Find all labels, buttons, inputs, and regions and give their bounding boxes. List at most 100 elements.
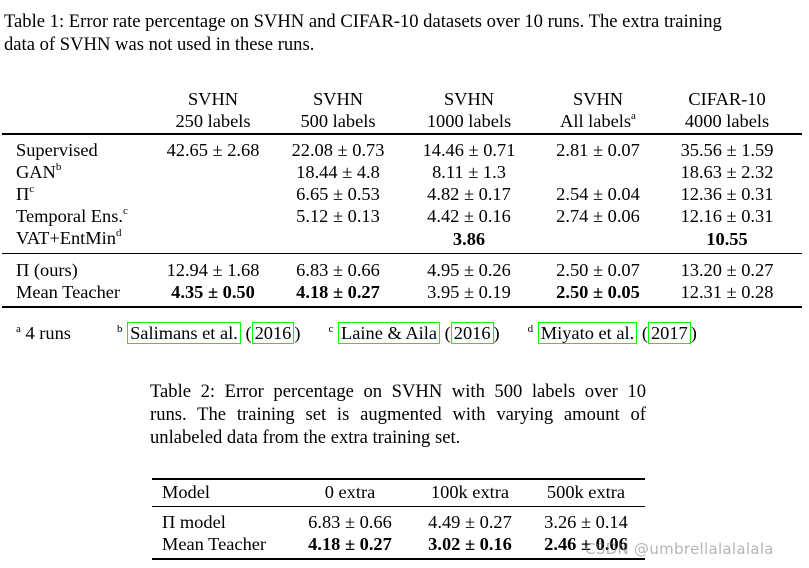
table2-header: 0 extra [324, 482, 376, 502]
table1-cell: 8.11 ± 1.3 [432, 162, 506, 182]
table1-header-dataset: SVHN [572, 89, 624, 109]
table2-caption-line: unlabeled data from the extra training s… [150, 427, 461, 448]
table1-cell-best: 3.86 [452, 229, 486, 249]
table1: SVHN 250 labels SVHN 500 labels SVHN 100… [2, 80, 802, 310]
table2-model-label: Mean Teacher [162, 534, 267, 554]
table1-cell: 42.65 ± 2.68 [166, 140, 260, 160]
footnote-mark: b [55, 161, 62, 173]
paren: ( [641, 323, 648, 343]
table1-cell-best: 2.50 ± 0.05 [556, 282, 640, 302]
footnote-mark: a [631, 110, 636, 122]
table2-header: 500k extra [546, 482, 626, 502]
table1-method-label: Supervised [16, 140, 98, 160]
footnote-mark: b [116, 323, 123, 335]
table1-header-dataset: CIFAR-10 [688, 89, 766, 109]
table1-header-labels: 500 labels [300, 111, 376, 131]
table1-cell: 4.82 ± 0.17 [427, 184, 511, 204]
table1-cell: 4.42 ± 0.16 [427, 206, 511, 226]
citation-link-miyato[interactable]: Miyato et al. [537, 322, 638, 344]
table2-bottom-rule [152, 558, 645, 560]
table1-method-label: VAT+EntMind [16, 227, 121, 249]
table1-cell-best: 10.55 [706, 229, 748, 249]
table1-cell-best: 4.35 ± 0.50 [171, 282, 255, 302]
table1-cell: 12.94 ± 1.68 [166, 260, 260, 280]
table1-cell: 13.20 ± 0.27 [680, 260, 774, 280]
table1-header-dataset: SVHN [312, 89, 364, 109]
footnote-a-text: 4 runs [25, 323, 71, 343]
table1-footnotes: a 4 runs b Salimans et al. (2016) c Laine … [16, 316, 697, 346]
citation-year-link[interactable]: 2017 [647, 322, 691, 344]
table2-model-label: Π model [162, 512, 226, 532]
table1-header-labels: 4000 labels [684, 111, 770, 131]
citation-year-link[interactable]: 2016 [251, 322, 295, 344]
footnote-mark: c [123, 205, 128, 217]
table1-cell: 18.44 ± 4.8 [296, 162, 380, 182]
table1-method-label: GANb [16, 161, 61, 183]
table1-method-text: GAN [16, 162, 56, 182]
table1-caption-line: Table 1: Error rate percentage on SVHN a… [4, 11, 722, 32]
table1-header-labels: 250 labels [175, 111, 251, 131]
table2-top-rule [152, 478, 645, 480]
citation-link-laine[interactable]: Laine & Aila [338, 322, 441, 344]
table1-bottom-rule [2, 306, 802, 308]
paren: ) [294, 323, 301, 343]
table2-cell: 3.26 ± 0.14 [544, 512, 628, 532]
table1-cell: 5.12 ± 0.13 [296, 206, 380, 226]
footnote-mark: c [328, 323, 334, 335]
table1-cell: 18.63 ± 2.32 [680, 162, 774, 182]
table1-cell: 12.31 ± 0.28 [680, 282, 774, 302]
table1-cell: 12.36 ± 0.31 [680, 184, 774, 204]
table1-method-label: Mean Teacher [16, 282, 121, 302]
table2-cell: 6.83 ± 0.66 [308, 512, 392, 532]
table2: Model 0 extra 100k extra 500k extra Π mo… [152, 478, 645, 566]
table1-cell: 14.46 ± 0.71 [422, 140, 516, 160]
paren: ( [444, 323, 451, 343]
table1-cell: 35.56 ± 1.59 [680, 140, 774, 160]
table2-cell-best: 3.02 ± 0.16 [428, 534, 512, 554]
table2-caption-line: Table 2: Error percentage on SVHN with 5… [150, 381, 646, 402]
table2-cell: 4.49 ± 0.27 [428, 512, 512, 532]
table1-cell: 6.83 ± 0.66 [296, 260, 380, 280]
table1-cell: 2.74 ± 0.06 [556, 206, 640, 226]
footnote-mark: a [16, 323, 21, 335]
table1-cell: 2.50 ± 0.07 [556, 260, 640, 280]
table1-header-dataset: SVHN [187, 89, 239, 109]
paren: ) [493, 323, 500, 343]
table1-header-labels: All labelsa [528, 110, 668, 132]
table1-cell: 6.65 ± 0.53 [296, 184, 380, 204]
table1-caption: Table 1: Error rate percentage on SVHN a… [4, 10, 804, 56]
table1-method-label: Π (ours) [16, 260, 78, 280]
table2-header: 100k extra [430, 482, 510, 502]
table1-cell: 3.95 ± 0.19 [427, 282, 511, 302]
table1-cell-best: 4.18 ± 0.27 [296, 282, 380, 302]
table1-header-dataset: SVHN [443, 89, 495, 109]
footnote-mark: d [115, 227, 122, 239]
table1-group-rule [2, 253, 802, 254]
table2-cell-best: 2.46 ± 0.06 [544, 534, 628, 554]
table2-cell-best: 4.18 ± 0.27 [308, 534, 392, 554]
citation-year-link[interactable]: 2016 [450, 322, 494, 344]
table1-cell: 22.08 ± 0.73 [291, 140, 385, 160]
table1-cell: 2.54 ± 0.04 [556, 184, 640, 204]
citation-link-salimans[interactable]: Salimans et al. [127, 322, 241, 344]
table1-method-label: Πc [16, 183, 34, 205]
table1-header-labels: 1000 labels [426, 111, 512, 131]
table1-method-text: Temporal Ens. [16, 206, 123, 226]
table1-method-text: Π [16, 184, 30, 204]
table1-method-text: VAT+EntMin [16, 228, 116, 248]
table1-caption-line: data of SVHN was not used in these runs. [4, 34, 315, 55]
table1-header-rule [2, 133, 802, 135]
table2-caption-line: runs. The training set is augmented with… [150, 404, 646, 425]
table2-header-model: Model [162, 482, 211, 502]
paren: ) [690, 323, 697, 343]
table1-header-labels-text: All labels [560, 111, 632, 131]
watermark: CSDN @umbrellalalalala [585, 540, 774, 558]
table2-caption: Table 2: Error percentage on SVHN with 5… [150, 380, 646, 449]
paren: ( [245, 323, 252, 343]
table2-header-rule [152, 506, 645, 507]
footnote-mark: d [527, 323, 534, 335]
table1-cell: 4.95 ± 0.26 [427, 260, 511, 280]
table1-method-label: Temporal Ens.c [16, 205, 128, 227]
table1-cell: 12.16 ± 0.31 [680, 206, 774, 226]
footnote-mark: c [29, 183, 35, 195]
